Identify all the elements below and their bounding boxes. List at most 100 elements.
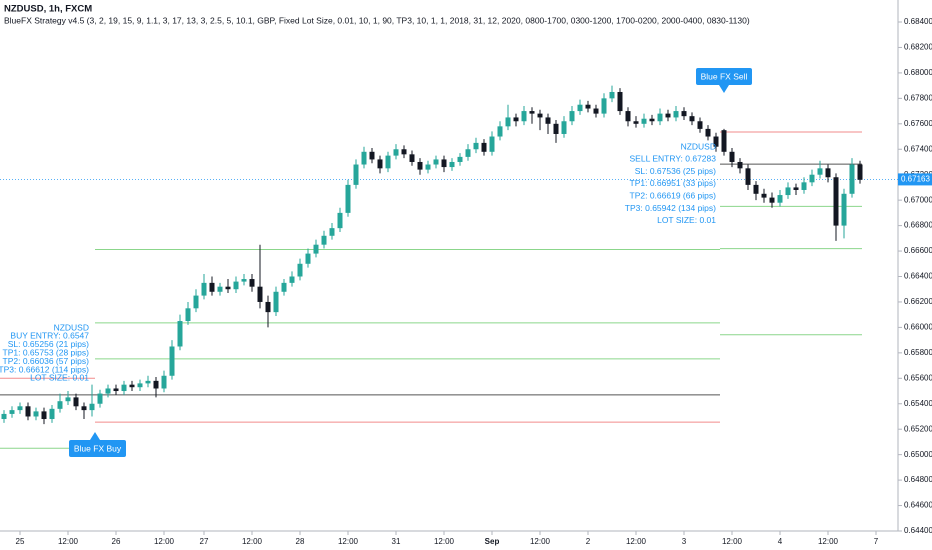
buy-info-line: TP1: 0.65753 (28 pips) — [3, 347, 90, 357]
candle-body — [521, 111, 527, 122]
candle-body — [425, 164, 431, 170]
candle-body — [233, 281, 239, 290]
x-tick-label: 7 — [874, 537, 879, 546]
candle-body — [841, 193, 847, 226]
x-tick-label: 27 — [200, 537, 209, 546]
candle-body — [681, 111, 687, 117]
candle-body — [89, 403, 95, 411]
candle-body — [705, 128, 711, 137]
candle-body — [17, 406, 23, 411]
candle-body — [625, 111, 631, 122]
y-tick-label: 0.66400 — [904, 272, 932, 281]
candle-body — [809, 174, 815, 183]
sell-signal-label: Blue FX Sell — [701, 71, 748, 81]
candle-body — [153, 380, 159, 389]
candle-body — [577, 104, 583, 112]
sell-info-line: TP2: 0.66619 (66 pips) — [630, 190, 717, 200]
y-tick-label: 0.65000 — [904, 450, 932, 459]
x-tick-label: 28 — [296, 537, 305, 546]
candle-body — [857, 164, 863, 180]
candle-body — [137, 383, 143, 388]
chart-subtitle: BlueFX Strategy v4.5 (3, 2, 19, 15, 9, 1… — [4, 15, 750, 25]
candle-body — [329, 228, 335, 236]
candle-body — [793, 187, 799, 190]
candle-body — [337, 212, 343, 229]
sell-signal-box — [696, 68, 752, 85]
candle-body — [801, 182, 807, 190]
candle-body — [553, 123, 559, 134]
candle-body — [361, 151, 367, 165]
candle-body — [721, 130, 727, 152]
candle-body — [185, 308, 191, 322]
candle-body — [473, 142, 479, 150]
buy-info-line: NZDUSD — [54, 322, 89, 332]
candle-body — [257, 286, 263, 302]
candle-body — [353, 164, 359, 185]
candle-body — [609, 91, 615, 99]
candle-body — [393, 149, 399, 156]
y-tick-label: 0.68400 — [904, 17, 932, 26]
candle-body — [617, 91, 623, 112]
candle-body — [433, 159, 439, 165]
y-tick-label: 0.66600 — [904, 246, 932, 255]
sell-pointer — [719, 85, 729, 93]
y-tick-label: 0.65800 — [904, 348, 932, 357]
candle-body — [689, 116, 695, 122]
x-tick-label: 12:00 — [242, 537, 263, 546]
x-tick-label: Sep — [485, 537, 500, 546]
candle-body — [769, 197, 775, 203]
candle-body — [57, 401, 63, 409]
sell-info-line: TP3: 0.65942 (134 pips) — [625, 203, 716, 213]
y-tick-label: 0.68200 — [904, 43, 932, 52]
sell-info-line: LOT SIZE: 0.01 — [657, 215, 716, 225]
candle-body — [713, 136, 719, 147]
candle-body — [489, 136, 495, 152]
y-tick-label: 0.67000 — [904, 195, 932, 204]
candle-body — [561, 121, 567, 134]
candle-body — [193, 295, 199, 309]
candle-body — [441, 159, 447, 168]
candle-body — [833, 177, 839, 226]
buy-signal-box — [69, 440, 126, 457]
candle-body — [529, 111, 535, 114]
candle-body — [545, 117, 551, 124]
candle-body — [113, 388, 119, 392]
candle-body — [569, 111, 575, 122]
sell-info-line: NZDUSD — [681, 141, 716, 151]
candle-body — [105, 388, 111, 394]
candle-body — [817, 168, 823, 175]
candle-body — [345, 184, 351, 213]
candle-body — [665, 113, 671, 118]
x-tick-label: 12:00 — [338, 537, 359, 546]
candle-body — [297, 263, 303, 277]
x-tick-label: 4 — [778, 537, 783, 546]
x-tick-label: 26 — [112, 537, 121, 546]
y-tick-label: 0.64600 — [904, 501, 932, 510]
candle-body — [753, 184, 759, 194]
candle-body — [697, 121, 703, 129]
y-tick-label: 0.67400 — [904, 144, 932, 153]
candle-body — [281, 282, 287, 292]
candle-body — [161, 375, 167, 389]
candle-body — [737, 161, 743, 169]
candle-body — [729, 151, 735, 162]
chart-title: NZDUSD, 1h, FXCM — [4, 4, 92, 15]
candle-body — [401, 149, 407, 155]
candle-body — [785, 187, 791, 196]
candle-body — [81, 406, 87, 411]
candle-body — [825, 168, 831, 178]
candle-body — [273, 291, 279, 313]
candle-body — [449, 161, 455, 168]
buy-signal-label: Blue FX Buy — [74, 443, 122, 453]
candle-body — [417, 161, 423, 170]
buy-info-line: TP3: 0.66612 (114 pips) — [0, 364, 89, 374]
x-tick-label: 12:00 — [58, 537, 79, 546]
candle-body — [513, 117, 519, 122]
candle-body — [777, 195, 783, 203]
candle-body — [505, 117, 511, 127]
candle-body — [537, 113, 543, 118]
candle-body — [649, 118, 655, 122]
x-tick-label: 3 — [682, 537, 687, 546]
candle-body — [241, 279, 247, 282]
